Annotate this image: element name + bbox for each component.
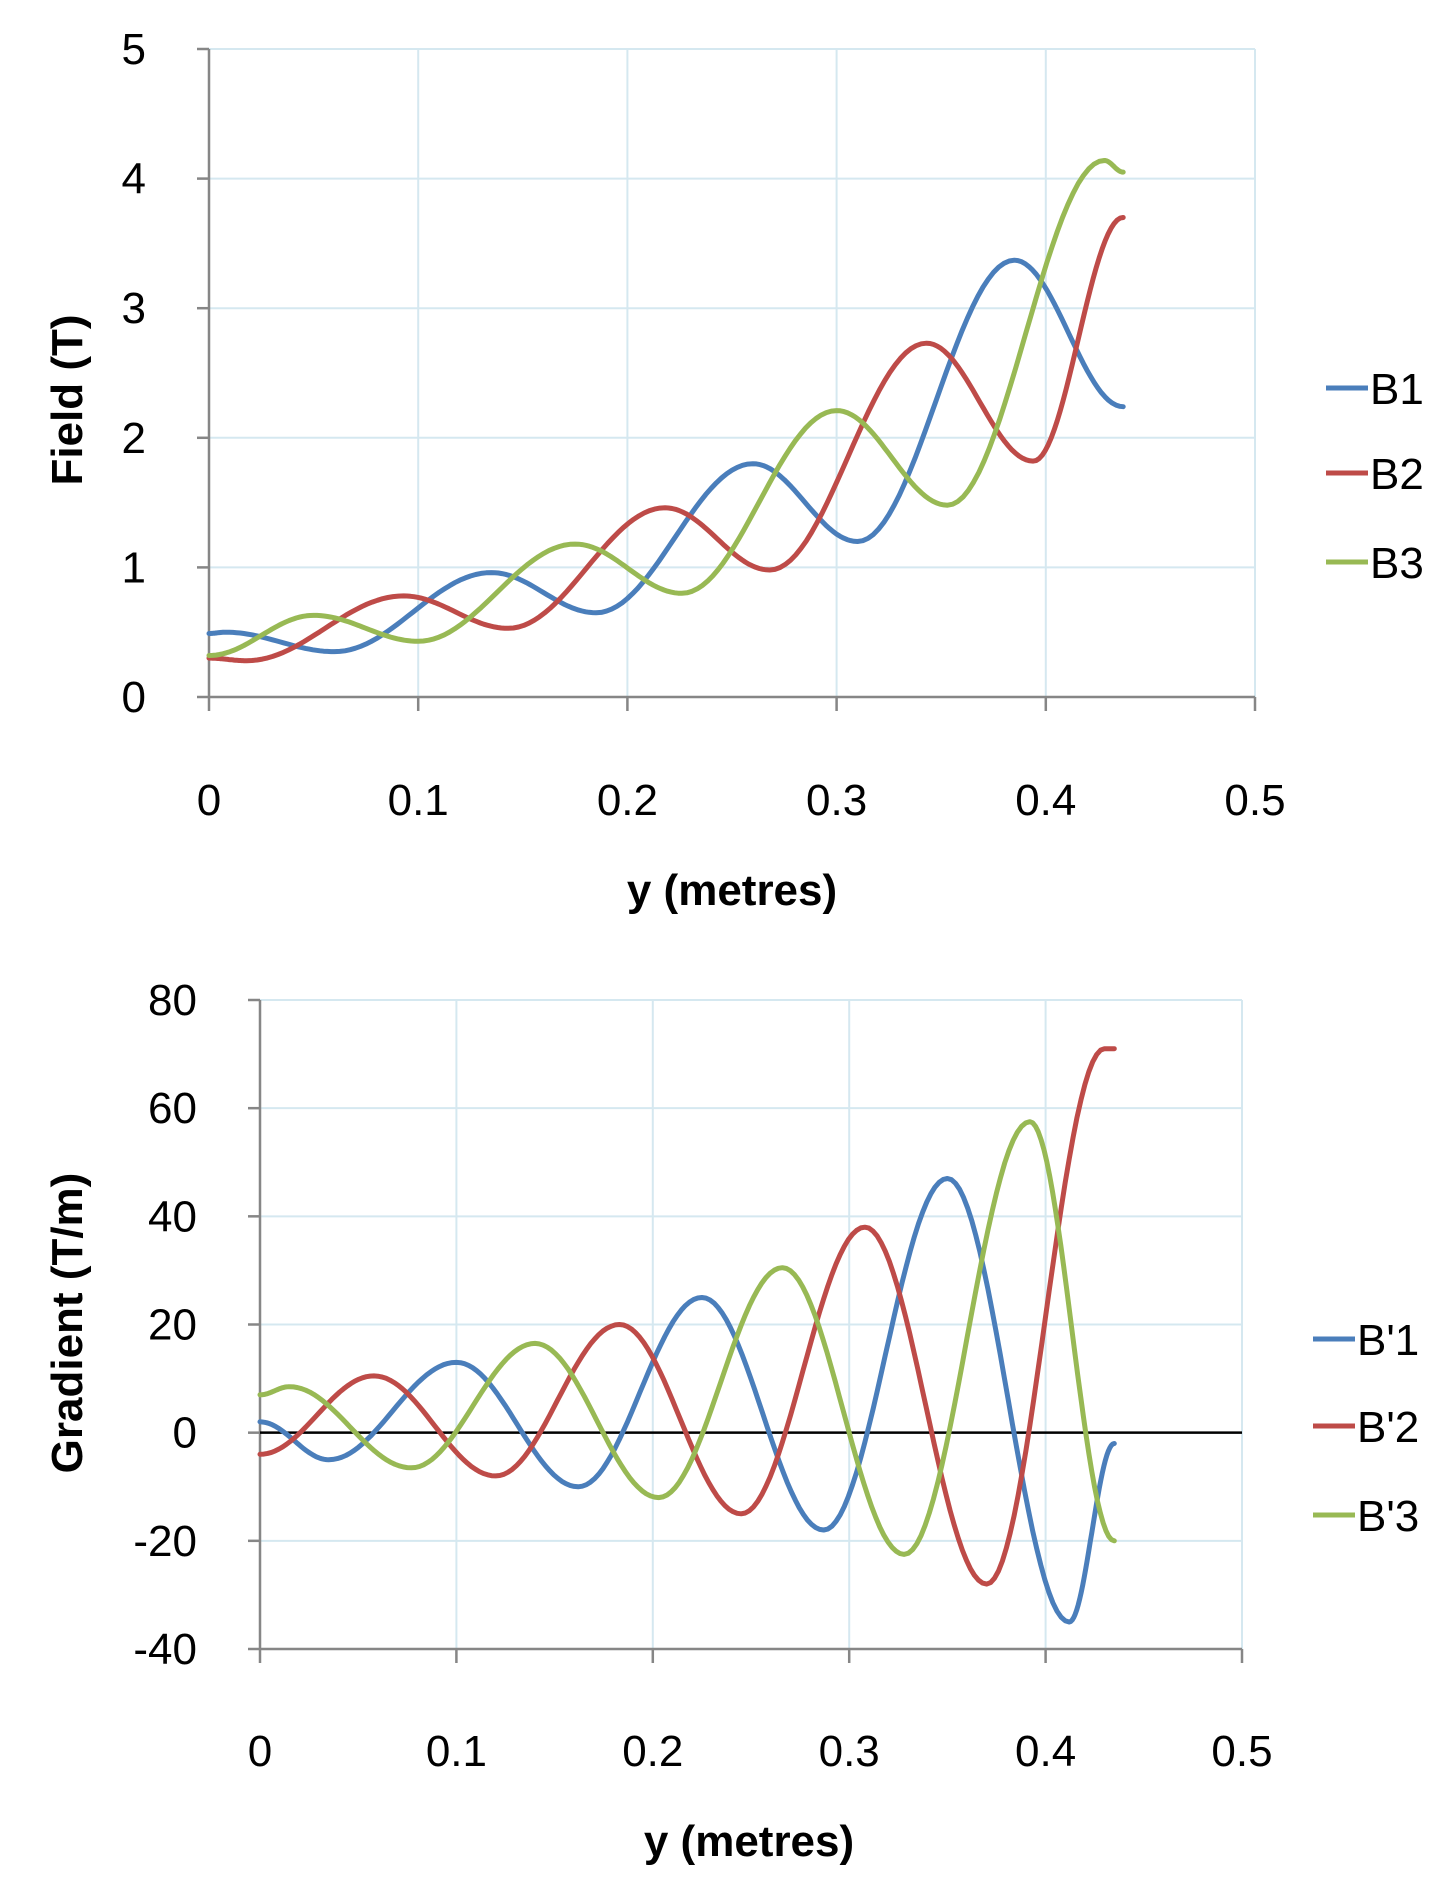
x-tick-label: 0.4 xyxy=(1015,776,1076,825)
y-axis-title: Gradient (T/m) xyxy=(43,1173,92,1474)
chart-1: 0 1 2 3 4 5 0 0.1 0.2 0.3 0.4 0.5 Field (T) y (metres… xyxy=(43,25,1424,915)
x-axis-title: y (metres) xyxy=(627,866,837,915)
x-tick-label: 0 xyxy=(197,776,221,825)
legend-label: B1 xyxy=(1370,365,1424,414)
y-tick-label: 0 xyxy=(122,673,146,722)
y-tick-label: -40 xyxy=(133,1625,197,1674)
y-tick-label: 40 xyxy=(148,1192,197,1241)
y-tick-label: 1 xyxy=(122,543,146,592)
x-axis-title: y (metres) xyxy=(644,1817,854,1866)
legend-item: B'3 xyxy=(1313,1492,1419,1541)
series-line-Bp2 xyxy=(257,1046,1117,1587)
y-tick-label: 0 xyxy=(173,1409,197,1458)
y-tick-label: -20 xyxy=(133,1517,197,1566)
legend-label: B2 xyxy=(1370,450,1424,499)
x-tick-label: 0.2 xyxy=(597,776,658,825)
x-tick-label: 0.3 xyxy=(819,1727,880,1776)
x-tick-label: 0 xyxy=(248,1727,272,1776)
y-tick-label: 4 xyxy=(122,155,146,204)
series-line-Bp1 xyxy=(257,1176,1117,1625)
legend-label: B3 xyxy=(1370,539,1424,588)
x-tick-label: 0.3 xyxy=(806,776,867,825)
y-axis-title: Field (T) xyxy=(43,314,92,485)
x-tick-label: 0.1 xyxy=(388,776,449,825)
legend-label: B'2 xyxy=(1357,1403,1419,1452)
y-tick-label: 80 xyxy=(148,976,197,1025)
x-tick-label: 0.4 xyxy=(1015,1727,1076,1776)
y-tick-label: 3 xyxy=(122,284,146,333)
y-tick-label: 5 xyxy=(122,25,146,74)
y-tick-label: 20 xyxy=(148,1301,197,1350)
legend-item: B2 xyxy=(1326,450,1424,499)
x-tick-label: 0.5 xyxy=(1224,776,1285,825)
legend-label: B'3 xyxy=(1357,1492,1419,1541)
y-tick-label: 2 xyxy=(122,414,146,463)
x-tick-label: 0.5 xyxy=(1211,1727,1272,1776)
legend-item: B1 xyxy=(1326,365,1424,414)
x-tick-label: 0.1 xyxy=(426,1727,487,1776)
series-line-B3 xyxy=(206,158,1126,658)
legend-item: B3 xyxy=(1326,539,1424,588)
chart-2: -40 -20 0 20 40 60 80 0 0.1 0.2 0.3 0.4 0.5 Gradient … xyxy=(43,976,1419,1866)
legend-label: B'1 xyxy=(1357,1316,1419,1365)
legend-item: B'2 xyxy=(1313,1403,1419,1452)
y-tick-label: 60 xyxy=(148,1084,197,1133)
x-tick-label: 0.2 xyxy=(622,1727,683,1776)
legend-item: B'1 xyxy=(1313,1316,1419,1365)
series-line-Bp3 xyxy=(257,1119,1117,1557)
